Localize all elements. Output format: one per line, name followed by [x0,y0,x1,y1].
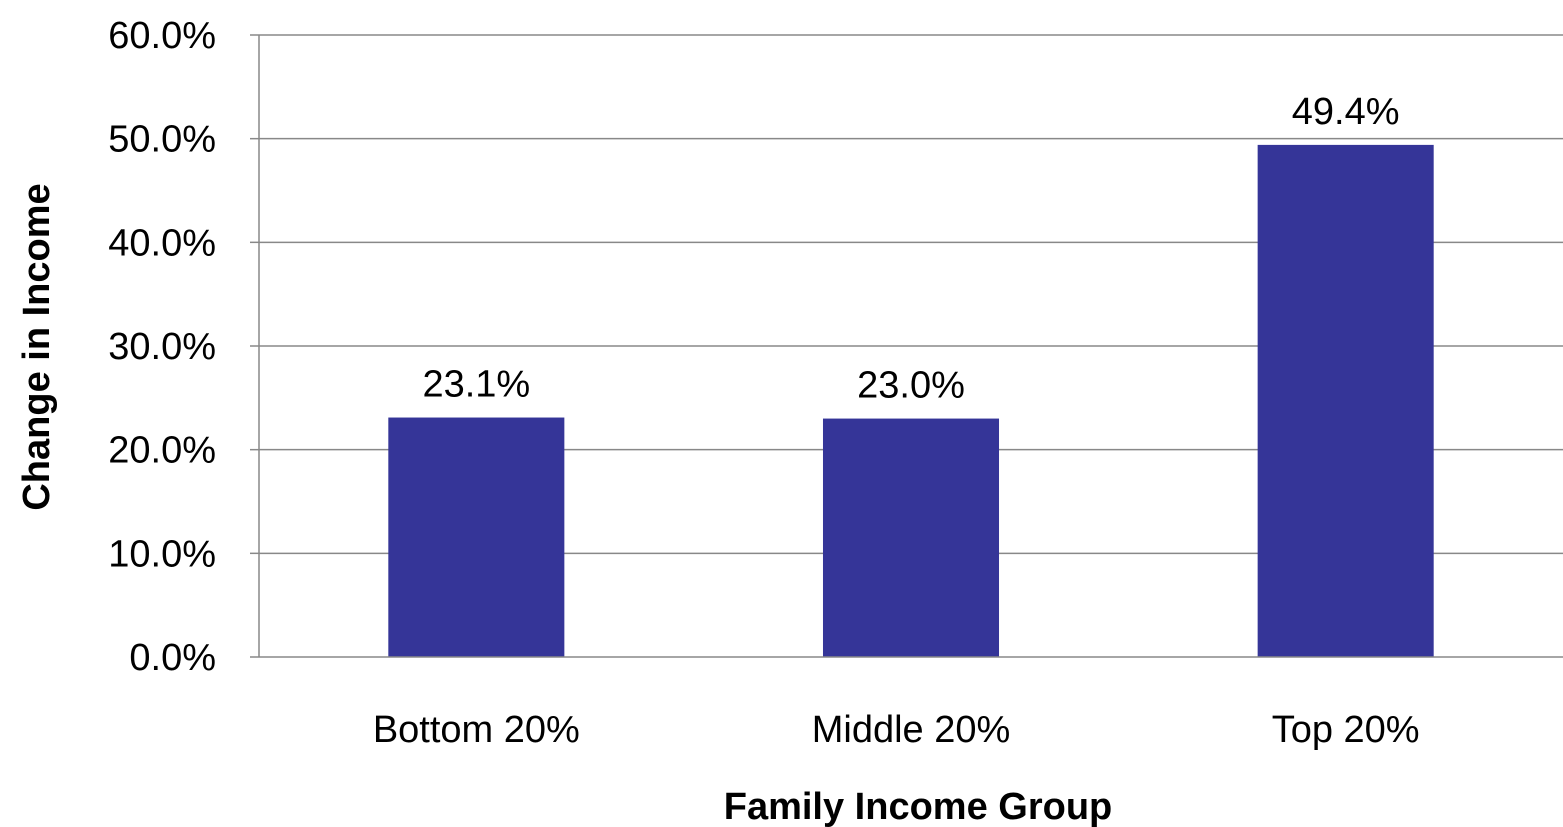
data-labels: 23.1% 23.0% 49.4% [422,91,1399,407]
y-tick-label: 40.0% [108,222,216,264]
x-axis-title: Family Income Group [724,786,1113,827]
data-label: 23.1% [422,364,530,406]
bars [388,144,1434,658]
bar [822,418,1000,657]
y-tick-label: 0.0% [129,637,216,679]
y-tick-labels: 0.0% 10.0% 20.0% 30.0% 40.0% 50.0% 60.0% [108,15,216,679]
y-tick-label: 20.0% [108,430,216,472]
y-tick-label: 30.0% [108,326,216,368]
x-tick-label: Middle 20% [812,709,1011,751]
x-tick-label: Top 20% [1272,709,1420,751]
bar [388,417,565,657]
y-axis-title: Change in Income [16,183,58,510]
data-label: 23.0% [857,365,965,407]
x-tick-label: Bottom 20% [373,709,580,751]
axes [250,34,1563,658]
bar [1257,144,1434,658]
y-tick-label: 10.0% [108,533,216,575]
data-label: 49.4% [1292,91,1400,133]
y-tick-label: 50.0% [108,119,216,161]
y-tick-label: 60.0% [108,15,216,57]
x-tick-labels: Bottom 20% Middle 20% Top 20% [373,709,1420,751]
